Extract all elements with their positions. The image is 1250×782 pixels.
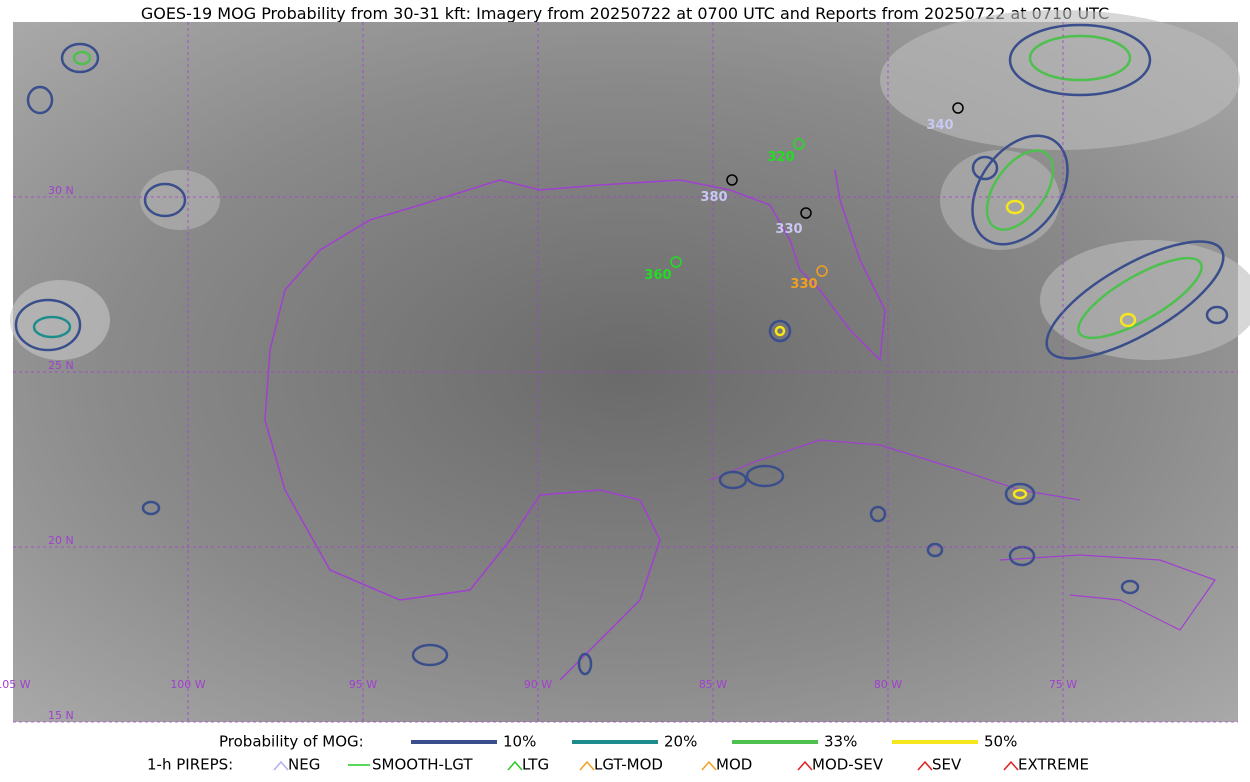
pirep-label: 380 xyxy=(700,190,727,205)
pirep-marker xyxy=(816,265,828,277)
pirep-label: 330 xyxy=(775,222,802,237)
latitude-label: 25 N xyxy=(48,359,74,372)
longitude-label: 85 W xyxy=(699,678,727,691)
pirep-label: 340 xyxy=(926,118,953,133)
legend-title: Probability of MOG: xyxy=(219,733,364,751)
longitude-label: 95 W xyxy=(349,678,377,691)
legend-symbol xyxy=(797,760,813,771)
legend-label: SMOOTH-LGT xyxy=(372,756,473,774)
legend-symbol xyxy=(917,760,933,771)
legend-label: SEV xyxy=(932,756,962,774)
title: GOES-19 MOG Probability from 30-31 kft: … xyxy=(141,4,1109,23)
legend-label: LTG xyxy=(522,756,549,774)
legend-label: 10% xyxy=(503,733,536,751)
latitude-label: 15 N xyxy=(48,709,74,722)
legend-label: 20% xyxy=(664,733,697,751)
latitude-label: 30 N xyxy=(48,184,74,197)
coastline xyxy=(264,169,886,681)
pirep-marker xyxy=(800,207,812,219)
pirep-label: 360 xyxy=(644,268,671,283)
pirep-label: 320 xyxy=(767,150,794,165)
latitude-label: 20 N xyxy=(48,534,74,547)
legend-label: EXTREME xyxy=(1018,756,1089,774)
hispaniola xyxy=(999,554,1216,631)
legend-title: 1-h PIREPS: xyxy=(147,756,233,774)
legend-label: LGT-MOD xyxy=(594,756,663,774)
legend-label: NEG xyxy=(288,756,320,774)
pirep-label: 330 xyxy=(790,277,817,292)
legend-symbol xyxy=(701,760,717,771)
longitude-label: 100 W xyxy=(170,678,205,691)
legend-label: MOD xyxy=(716,756,752,774)
legend-symbol xyxy=(1003,760,1019,771)
map: 30 N 25 N 20 N 15 N 105 W 100 W 95 W 90 W 85 W 80… xyxy=(0,10,1250,723)
longitude-label: 75 W xyxy=(1049,678,1077,691)
longitude-label: 90 W xyxy=(524,678,552,691)
contours xyxy=(14,23,1229,676)
legend-label: 33% xyxy=(824,733,857,751)
pirep-marker xyxy=(726,174,738,186)
legend-label: 50% xyxy=(984,733,1017,751)
longitude-label: 105 W xyxy=(0,678,31,691)
pirep-marker xyxy=(952,102,964,114)
legend-symbol xyxy=(507,760,523,771)
legend-symbol xyxy=(579,760,595,771)
legend: Probability of MOG: 1-h PIREPS: 10% 20% 33… xyxy=(147,733,1089,774)
legend-label: MOD-SEV xyxy=(812,756,884,774)
graticule: 30 N 25 N 20 N 15 N 105 W 100 W 95 W 90 W 85 W 80… xyxy=(0,22,1238,723)
pirep-marker xyxy=(670,256,682,268)
legend-symbol xyxy=(273,760,289,771)
pirep-marker xyxy=(793,138,805,150)
longitude-label: 80 W xyxy=(874,678,902,691)
